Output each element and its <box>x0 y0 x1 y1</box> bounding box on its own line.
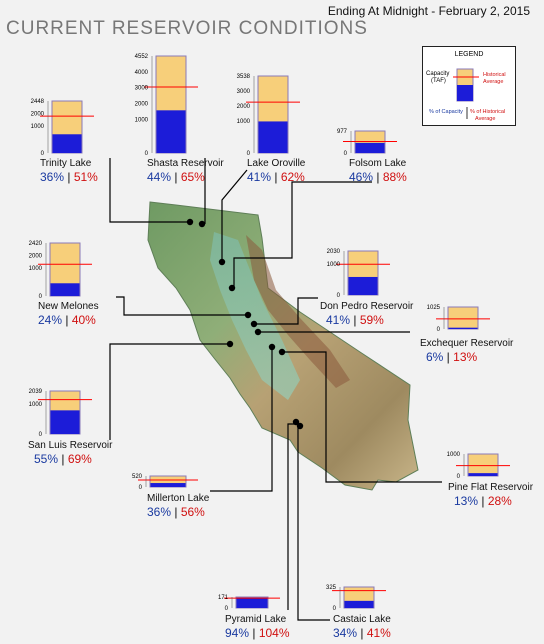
pct-of-historical: 88% <box>382 170 407 184</box>
pct-of-capacity: 6% <box>426 350 444 364</box>
pct-of-capacity: 34% <box>333 626 358 640</box>
connector-line <box>221 169 248 262</box>
reservoir-location-dot <box>268 343 276 351</box>
report-date: Ending At Midnight - February 2, 2015 <box>327 4 530 18</box>
connector-line <box>210 347 273 492</box>
sierra-range <box>246 235 350 388</box>
pct-of-capacity: 36% <box>40 170 65 184</box>
pct-of-historical: 28% <box>487 494 512 508</box>
reservoir-location-dot <box>228 284 236 292</box>
legend-pct-hist-2: Average <box>475 116 495 122</box>
pct-of-capacity: 41% <box>326 313 351 327</box>
reservoir-location-dot <box>254 328 262 336</box>
pct-of-capacity: 46% <box>349 170 374 184</box>
reservoir-percentages: 13% | 28% <box>454 494 512 508</box>
central-valley <box>210 232 300 400</box>
reservoir-location-dot <box>218 258 226 266</box>
pct-of-historical: 13% <box>453 350 478 364</box>
pct-separator: | <box>171 170 181 184</box>
pct-separator: | <box>271 170 281 184</box>
pct-separator: | <box>58 452 68 466</box>
pct-separator: | <box>249 626 259 640</box>
reservoir-name: Pyramid Lake <box>225 614 287 625</box>
reservoir-percentages: 46% | 88% <box>349 170 407 184</box>
pct-of-historical: 104% <box>258 626 290 640</box>
reservoir-name: Castaic Lake <box>333 614 391 625</box>
pct-of-capacity: 24% <box>38 313 63 327</box>
connector-line <box>116 296 248 316</box>
pct-of-historical: 40% <box>71 313 96 327</box>
reservoir-name: Pine Flat Reservoir <box>448 482 534 493</box>
reservoir-location-dot <box>250 320 258 328</box>
reservoir-name: Trinity Lake <box>40 158 92 169</box>
pct-separator: | <box>373 170 383 184</box>
reservoir-name: Lake Oroville <box>247 158 306 169</box>
legend-diagram: Capacity (TAF) Historical Average % of C… <box>426 68 506 122</box>
pct-of-capacity: 44% <box>147 170 172 184</box>
legend-pct-capacity: % of Capacity <box>429 109 463 115</box>
pct-of-capacity: 13% <box>454 494 479 508</box>
reservoir-name: Shasta Reservoir <box>147 158 224 169</box>
legend-storage-bar <box>457 85 473 101</box>
pct-separator: | <box>62 313 72 327</box>
reservoir-percentages: 55% | 69% <box>34 452 92 466</box>
pct-of-capacity: 55% <box>34 452 59 466</box>
pct-of-capacity: 41% <box>247 170 272 184</box>
legend: LEGEND Capacity (TAF) Historical Average… <box>422 46 516 126</box>
pct-of-historical: 56% <box>180 505 205 519</box>
pct-of-capacity: 94% <box>225 626 250 640</box>
pct-of-historical: 51% <box>73 170 98 184</box>
reservoir-location-dot <box>244 311 252 319</box>
reservoir-location-dot <box>278 348 286 356</box>
reservoir-name: New Melones <box>38 301 99 312</box>
reservoir-name: Millerton Lake <box>147 493 210 504</box>
pct-of-historical: 65% <box>180 170 205 184</box>
legend-historical-label-2: Average <box>483 79 503 85</box>
reservoir-name: Don Pedro Reservoir <box>320 301 414 312</box>
reservoir-percentages: 36% | 56% <box>147 505 205 519</box>
reservoir-name: San Luis Reservoir <box>28 440 113 451</box>
pct-separator: | <box>350 313 360 327</box>
legend-capacity-unit: (TAF) <box>431 78 446 84</box>
legend-historical-label: Historical <box>483 72 506 78</box>
reservoir-percentages: 34% | 41% <box>333 626 391 640</box>
reservoir-location-dot <box>226 340 234 348</box>
pct-of-historical: 62% <box>280 170 305 184</box>
page-title: CURRENT RESERVOIR CONDITIONS <box>6 18 368 39</box>
connector-line <box>254 297 318 325</box>
reservoir-percentages: 41% | 62% <box>247 170 305 184</box>
connector-line <box>109 158 190 223</box>
pct-of-historical: 59% <box>359 313 384 327</box>
pct-separator: | <box>64 170 74 184</box>
reservoir-location-dot <box>292 418 300 426</box>
reservoir-percentages: 94% | 104% <box>225 626 290 640</box>
reservoir-percentages: 6% | 13% <box>426 350 477 364</box>
connector-line <box>233 181 372 288</box>
pct-separator: | <box>171 505 181 519</box>
reservoir-location-dot <box>198 220 206 228</box>
reservoir-percentages: 24% | 40% <box>38 313 96 327</box>
pct-separator: | <box>478 494 488 508</box>
pct-of-historical: 41% <box>366 626 391 640</box>
connector-line <box>282 351 442 483</box>
reservoir-percentages: 41% | 59% <box>326 313 384 327</box>
reservoir-percentages: 36% | 51% <box>40 170 98 184</box>
reservoir-location-dot <box>186 218 194 226</box>
reservoir-name: Exchequer Reservoir <box>420 338 514 349</box>
reservoir-percentages: 44% | 65% <box>147 170 205 184</box>
pct-of-capacity: 36% <box>147 505 172 519</box>
legend-pct-hist: % of Historical <box>470 109 505 115</box>
connector-line <box>109 343 230 440</box>
legend-capacity-label: Capacity <box>426 71 449 77</box>
reservoir-name: Folsom Lake <box>349 158 407 169</box>
legend-title: LEGEND <box>454 51 484 58</box>
connector-line <box>287 423 296 610</box>
pct-of-historical: 69% <box>67 452 92 466</box>
pct-separator: | <box>443 350 454 364</box>
pct-separator: | <box>357 626 367 640</box>
reservoir-location-dot <box>296 422 304 430</box>
connector-line <box>297 426 330 621</box>
